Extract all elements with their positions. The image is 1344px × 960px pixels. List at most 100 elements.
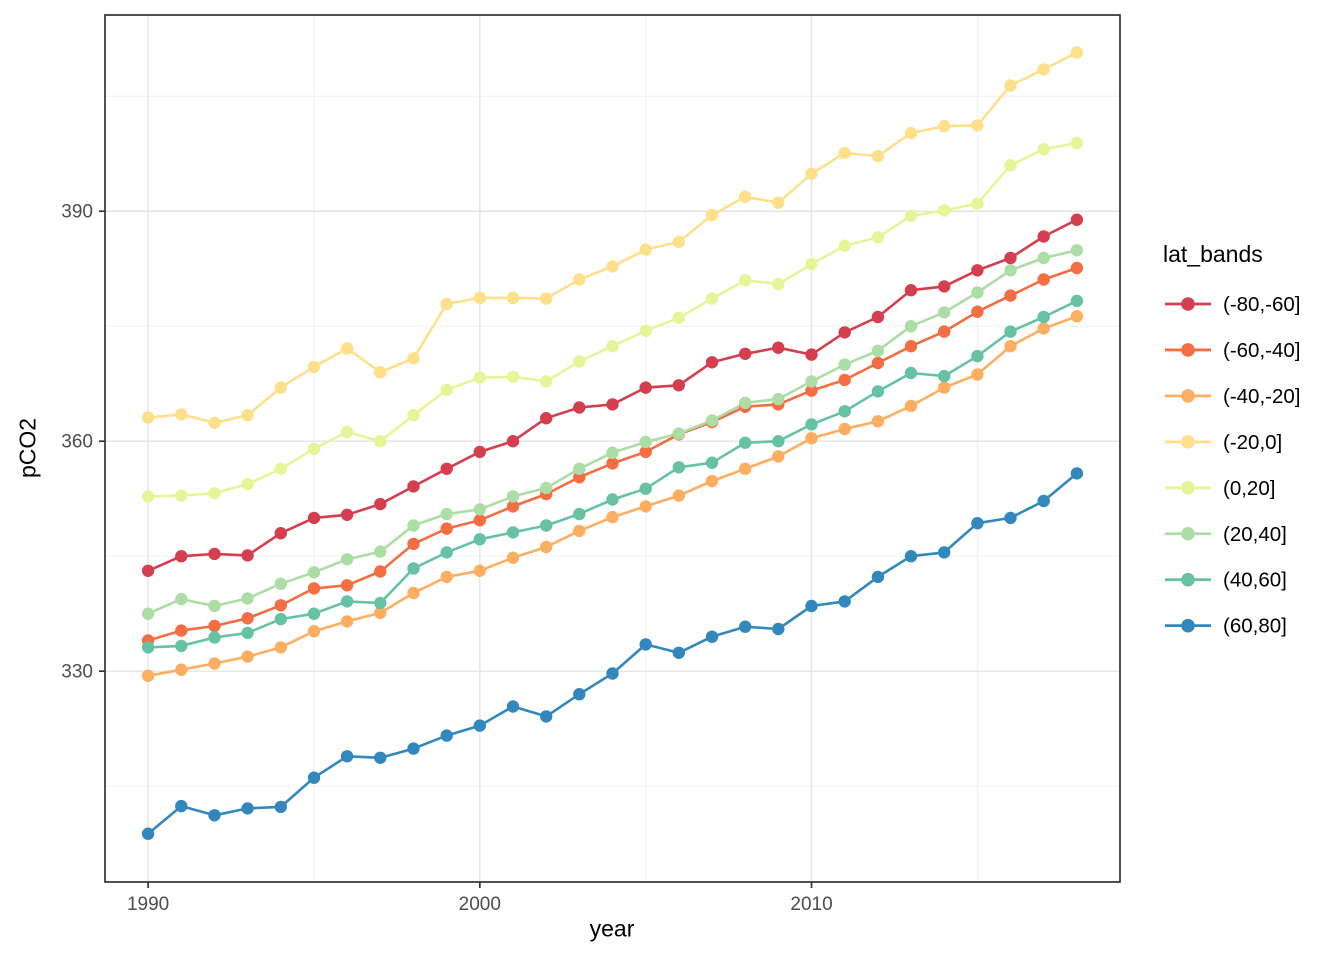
- data-point: [506, 526, 520, 539]
- data-point: [374, 606, 387, 620]
- data-point: [141, 490, 155, 503]
- data-point: [208, 631, 221, 644]
- data-point: [1004, 325, 1017, 338]
- data-point: [672, 461, 685, 474]
- data-point: [208, 657, 221, 670]
- data-point: [175, 408, 188, 421]
- data-point: [805, 432, 818, 445]
- data-point: [208, 809, 221, 822]
- data-point: [175, 489, 188, 502]
- data-point: [1004, 289, 1017, 302]
- data-point: [573, 524, 586, 538]
- series-points-6: [141, 294, 1084, 654]
- legend-label: (0,20]: [1223, 477, 1275, 500]
- legend-label: (-20,0]: [1223, 431, 1282, 454]
- data-point: [407, 586, 420, 600]
- data-point: [639, 500, 652, 513]
- data-point: [208, 547, 221, 561]
- x-axis-title: year: [589, 915, 635, 942]
- data-point: [274, 577, 287, 590]
- legend-key-point: [1181, 481, 1195, 495]
- data-point: [606, 510, 619, 524]
- data-point: [1037, 230, 1050, 243]
- data-point: [1037, 310, 1050, 324]
- data-point: [772, 341, 785, 354]
- data-point: [971, 349, 984, 363]
- data-point: [606, 446, 619, 459]
- data-point: [307, 511, 321, 525]
- data-point: [473, 371, 486, 384]
- data-point: [241, 650, 254, 663]
- data-point: [805, 257, 818, 271]
- data-point: [274, 462, 287, 475]
- legend-item-2: (-40,-20]: [1165, 385, 1300, 408]
- data-point: [407, 519, 420, 532]
- data-point: [838, 358, 851, 371]
- data-point: [1070, 310, 1084, 323]
- data-point: [407, 352, 420, 365]
- data-point: [141, 641, 155, 654]
- data-point: [1037, 143, 1050, 156]
- data-point: [938, 306, 951, 319]
- data-point: [739, 436, 752, 449]
- data-point: [838, 405, 851, 418]
- y-tick-label: 330: [61, 662, 93, 683]
- data-point: [1037, 251, 1050, 265]
- data-point: [838, 422, 851, 436]
- legend: lat_bands (-80,-60] (-60,-40] (-40,-20] (-20…: [1163, 241, 1300, 638]
- data-point: [606, 457, 619, 470]
- data-point: [871, 570, 885, 584]
- data-point: [141, 669, 155, 682]
- data-point: [540, 540, 553, 554]
- data-point: [407, 537, 420, 551]
- data-point: [805, 418, 818, 431]
- data-point: [805, 599, 818, 613]
- data-point: [374, 545, 387, 558]
- data-point: [772, 435, 785, 448]
- data-point: [772, 622, 785, 636]
- legend-key-point: [1181, 389, 1195, 403]
- axes: 1990 2000 2010 330 360 390: [61, 202, 832, 915]
- data-point: [772, 196, 785, 209]
- data-point: [805, 167, 818, 180]
- data-point: [175, 624, 188, 637]
- data-point: [307, 566, 321, 579]
- data-point: [540, 710, 553, 723]
- series-points-5: [141, 244, 1084, 620]
- data-point: [971, 286, 984, 299]
- data-point: [374, 366, 387, 379]
- data-point: [1004, 251, 1017, 265]
- series-points-3: [141, 46, 1084, 429]
- data-point: [573, 507, 586, 521]
- y-tick-label: 390: [61, 202, 93, 223]
- data-point: [805, 375, 818, 388]
- data-point: [705, 474, 719, 488]
- data-point: [175, 663, 188, 676]
- data-point: [838, 239, 851, 252]
- data-point: [1037, 63, 1050, 76]
- data-point: [1070, 261, 1084, 275]
- data-point: [407, 742, 420, 755]
- data-point: [1070, 294, 1084, 308]
- data-point: [374, 565, 387, 578]
- data-point: [904, 550, 918, 563]
- data-point: [473, 719, 486, 732]
- data-point: [506, 500, 520, 513]
- data-point: [739, 347, 752, 360]
- data-point: [274, 641, 287, 654]
- data-point: [971, 305, 984, 318]
- data-point: [639, 324, 652, 337]
- data-point: [208, 416, 221, 429]
- data-point: [307, 771, 321, 784]
- data-point: [540, 412, 553, 425]
- data-point: [1037, 322, 1050, 335]
- data-point: [871, 344, 885, 357]
- data-point: [639, 435, 652, 449]
- data-point: [573, 688, 586, 701]
- data-point: [904, 340, 918, 353]
- data-point: [672, 646, 685, 659]
- data-point: [938, 369, 951, 383]
- data-point: [440, 462, 453, 475]
- data-point: [871, 310, 885, 324]
